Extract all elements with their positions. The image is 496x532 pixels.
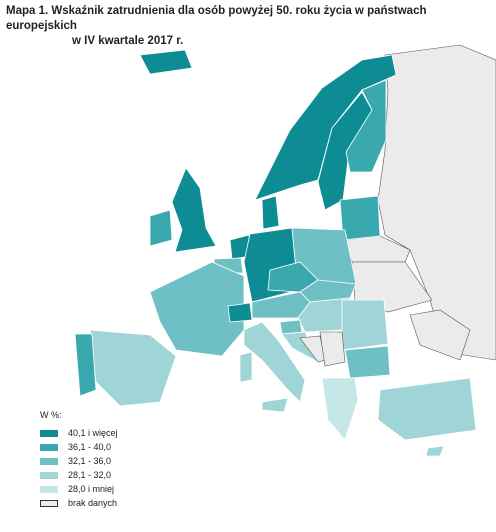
country [344,345,391,379]
country [321,377,359,441]
legend-swatch [40,457,58,465]
country [261,195,280,230]
legend-swatch [40,485,58,493]
legend-label: brak danych [68,498,118,508]
country [149,261,245,357]
legend: W %: 40,1 i więcej 36,1 - 40,0 32,1 - 36,0… [40,410,118,510]
country [351,261,433,313]
legend-title: W %: [40,410,62,420]
country [345,79,387,173]
legend-item: brak danych [40,496,118,510]
country [89,329,177,407]
country [149,209,173,247]
country [425,445,445,457]
country [171,167,217,253]
legend-label: 36,1 - 40,0 [68,442,112,452]
legend-item: 32,1 - 36,0 [40,454,118,468]
country [319,331,346,367]
country [74,333,97,397]
country [243,321,306,403]
legend-item: 40,1 i więcej [40,426,118,440]
country [227,302,253,323]
country [139,49,193,75]
legend-label: 32,1 - 36,0 [68,456,112,466]
legend-swatch [40,429,58,437]
country [339,195,381,241]
country [254,54,397,201]
legend-swatch [40,499,58,507]
title: Mapa 1. Wskaźnik zatrudnienia dla osób p… [6,4,496,49]
country [409,309,471,361]
legend-label: 40,1 i więcej [68,428,118,438]
legend-item: 28,0 i mniej [40,482,118,496]
title-line: Mapa 1. Wskaźnik zatrudnienia dla osób p… [6,5,427,32]
country [239,351,253,383]
legend-label: 28,0 i mniej [68,484,115,494]
legend-item: 36,1 - 40,0 [40,440,118,454]
country [279,319,303,335]
legend-swatch [40,471,58,479]
legend-item: 28,1 - 32,0 [40,468,118,482]
legend-swatch [40,443,58,451]
title-line: w IV kwartale 2017 r. [72,35,184,47]
legend-label: 28,1 - 32,0 [68,470,112,480]
country [377,377,477,441]
country [341,299,389,351]
country [261,397,289,413]
